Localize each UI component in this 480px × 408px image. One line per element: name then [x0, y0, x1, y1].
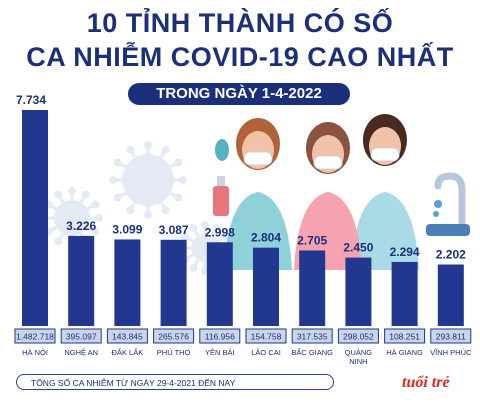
total-cases-label: 1.482.718 — [16, 332, 54, 342]
total-cases-label: 298.052 — [343, 332, 374, 342]
category-label: HÀ GIANG — [386, 348, 423, 357]
total-cases-box — [337, 328, 379, 344]
total-cases-box — [14, 328, 56, 344]
bar-value-label: 3.087 — [159, 223, 189, 237]
category-label: ĐẮK LẮK — [112, 348, 144, 357]
total-cases-box — [60, 328, 102, 344]
person-illustration — [224, 118, 292, 270]
bar — [114, 239, 141, 326]
total-cases-label: 293.811 — [436, 332, 466, 342]
bar — [299, 250, 326, 326]
total-cases-label: 317.535 — [297, 332, 328, 342]
bar — [345, 257, 372, 326]
total-cases-label: 154.758 — [251, 332, 282, 342]
bars-group: 7.734 1.482.718 HÀ NỘI 3.226 395.097 NGHỆ AN 3… — [14, 93, 472, 366]
bar-value-label: 7.734 — [16, 93, 46, 107]
total-cases-box — [245, 328, 287, 344]
bar-value-label: 2.705 — [297, 233, 327, 247]
bar — [437, 264, 464, 326]
bar-value-label: 2.202 — [436, 248, 466, 262]
chart-subtitle: TRONG NGÀY 1-4-2022 — [128, 83, 350, 105]
category-label: VĨNH PHÚC — [430, 348, 472, 357]
bar-value-label: 2.804 — [251, 231, 281, 245]
bar — [391, 261, 418, 326]
bar — [68, 235, 95, 326]
bar — [160, 239, 187, 326]
chart-title-line-2: CA NHIỄM COVID-19 CAO NHẤT — [26, 42, 454, 72]
bar-value-label: 3.099 — [112, 222, 142, 236]
total-cases-label: 395.097 — [66, 332, 97, 342]
total-cases-box — [291, 328, 333, 344]
chart-title-line-1: 10 TỈNH THÀNH CÓ SỐ — [86, 8, 394, 38]
category-label: QUẢNG — [345, 348, 373, 357]
total-cases-box — [106, 328, 148, 344]
bar-value-label: 2.998 — [205, 225, 235, 239]
bar — [206, 242, 233, 326]
total-cases-label: 265.576 — [158, 332, 189, 342]
sanitizer-bottle-icon — [213, 176, 229, 216]
footnote: TỔNG SỐ CA NHIỄM TỪ NGÀY 29-4-2021 ĐẾN N… — [16, 374, 334, 390]
total-cases-box — [153, 328, 195, 344]
category-label: LÀO CAI — [251, 348, 281, 357]
category-label: HÀ NỘI — [22, 348, 48, 357]
faucet-icon — [426, 172, 470, 236]
category-label: PHÚ THỌ — [157, 348, 191, 357]
category-label: NGHỆ AN — [64, 348, 98, 357]
total-cases-label: 143.845 — [112, 332, 143, 342]
person-illustration — [351, 114, 419, 270]
bar-value-label: 3.226 — [66, 219, 96, 233]
total-cases-label: 116.956 — [205, 332, 235, 342]
bar-value-label: 2.294 — [390, 245, 420, 259]
bar-value-label: 2.450 — [343, 241, 373, 255]
total-cases-box — [384, 328, 426, 344]
total-cases-label: 108.251 — [389, 332, 420, 342]
bar — [253, 247, 279, 326]
total-cases-box — [199, 328, 241, 344]
glove-icon — [215, 139, 229, 161]
bar — [22, 110, 48, 326]
publisher-logo: tuổi trẻ — [402, 374, 450, 391]
category-label: YÊN BÁI — [205, 348, 235, 357]
category-label: NINH — [349, 357, 367, 366]
category-label: BẮC GIANG — [291, 348, 333, 357]
total-cases-box — [430, 328, 472, 344]
virus-icon — [109, 141, 187, 219]
